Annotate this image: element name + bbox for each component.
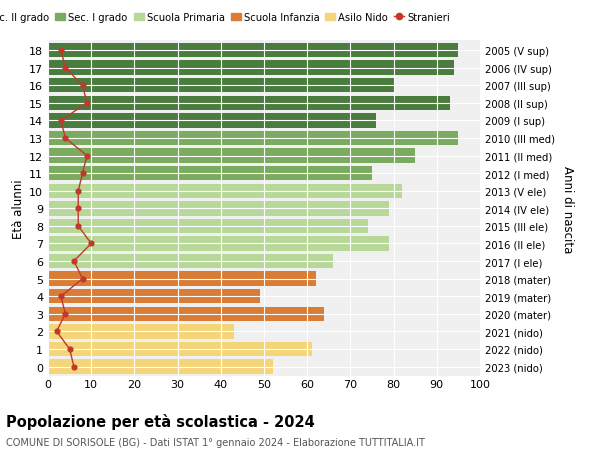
Bar [48, 289, 260, 304]
Bar [48, 237, 389, 251]
Bar [48, 131, 458, 146]
Bar [48, 254, 333, 269]
Bar [48, 184, 402, 198]
Bar [48, 96, 450, 111]
Bar [48, 62, 454, 76]
Bar [48, 342, 311, 356]
Y-axis label: Anni di nascita: Anni di nascita [562, 165, 574, 252]
Legend: Sec. II grado, Sec. I grado, Scuola Primaria, Scuola Infanzia, Asilo Nido, Stran: Sec. II grado, Sec. I grado, Scuola Prim… [0, 13, 450, 23]
Bar [48, 325, 234, 339]
Bar [48, 167, 372, 181]
Bar [48, 219, 368, 234]
Bar [48, 149, 415, 163]
Bar [48, 44, 458, 58]
Bar [48, 307, 325, 321]
Bar [48, 114, 376, 129]
Bar [48, 79, 394, 93]
Text: COMUNE DI SORISOLE (BG) - Dati ISTAT 1° gennaio 2024 - Elaborazione TUTTITALIA.I: COMUNE DI SORISOLE (BG) - Dati ISTAT 1° … [6, 437, 425, 447]
Bar [48, 202, 389, 216]
Y-axis label: Età alunni: Età alunni [12, 179, 25, 239]
Text: Popolazione per età scolastica - 2024: Popolazione per età scolastica - 2024 [6, 413, 315, 429]
Bar [48, 359, 272, 374]
Bar [48, 272, 316, 286]
